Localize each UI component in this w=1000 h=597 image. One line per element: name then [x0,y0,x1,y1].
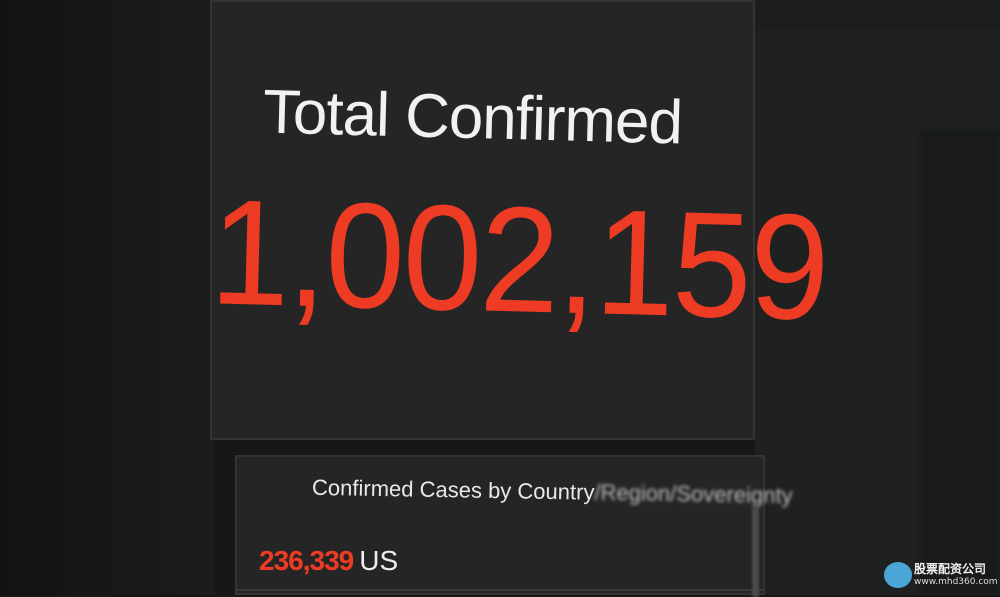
watermark-logo-icon [884,562,912,588]
scrollbar[interactable] [752,507,759,597]
total-confirmed-title: Total Confirmed [262,77,683,158]
total-confirmed-value: 1,002,159 [208,167,830,352]
watermark-name: 股票配资公司 [914,562,987,576]
watermark-url: www.mhd360.com [914,577,998,587]
row-divider [237,589,763,591]
background-shade [0,0,215,595]
case-count: 236,339 [259,545,354,576]
list-item[interactable]: 236,339 US [259,545,398,577]
country-list-title: Confirmed Cases by Country/Region/Sovere… [312,475,793,509]
country-list-title-blurred: /Region/Sovereignty [594,479,793,509]
country-name: US [359,545,399,576]
country-list-title-clear: Confirmed Cases by Country [311,474,595,505]
right-panel-inner [920,130,1000,595]
total-confirmed-panel: Total Confirmed 1,002,159 [208,0,830,440]
watermark: 股票配资公司 www.mhd360.com [884,560,1000,592]
country-list-panel: Confirmed Cases by Country/Region/Sovere… [235,455,793,597]
